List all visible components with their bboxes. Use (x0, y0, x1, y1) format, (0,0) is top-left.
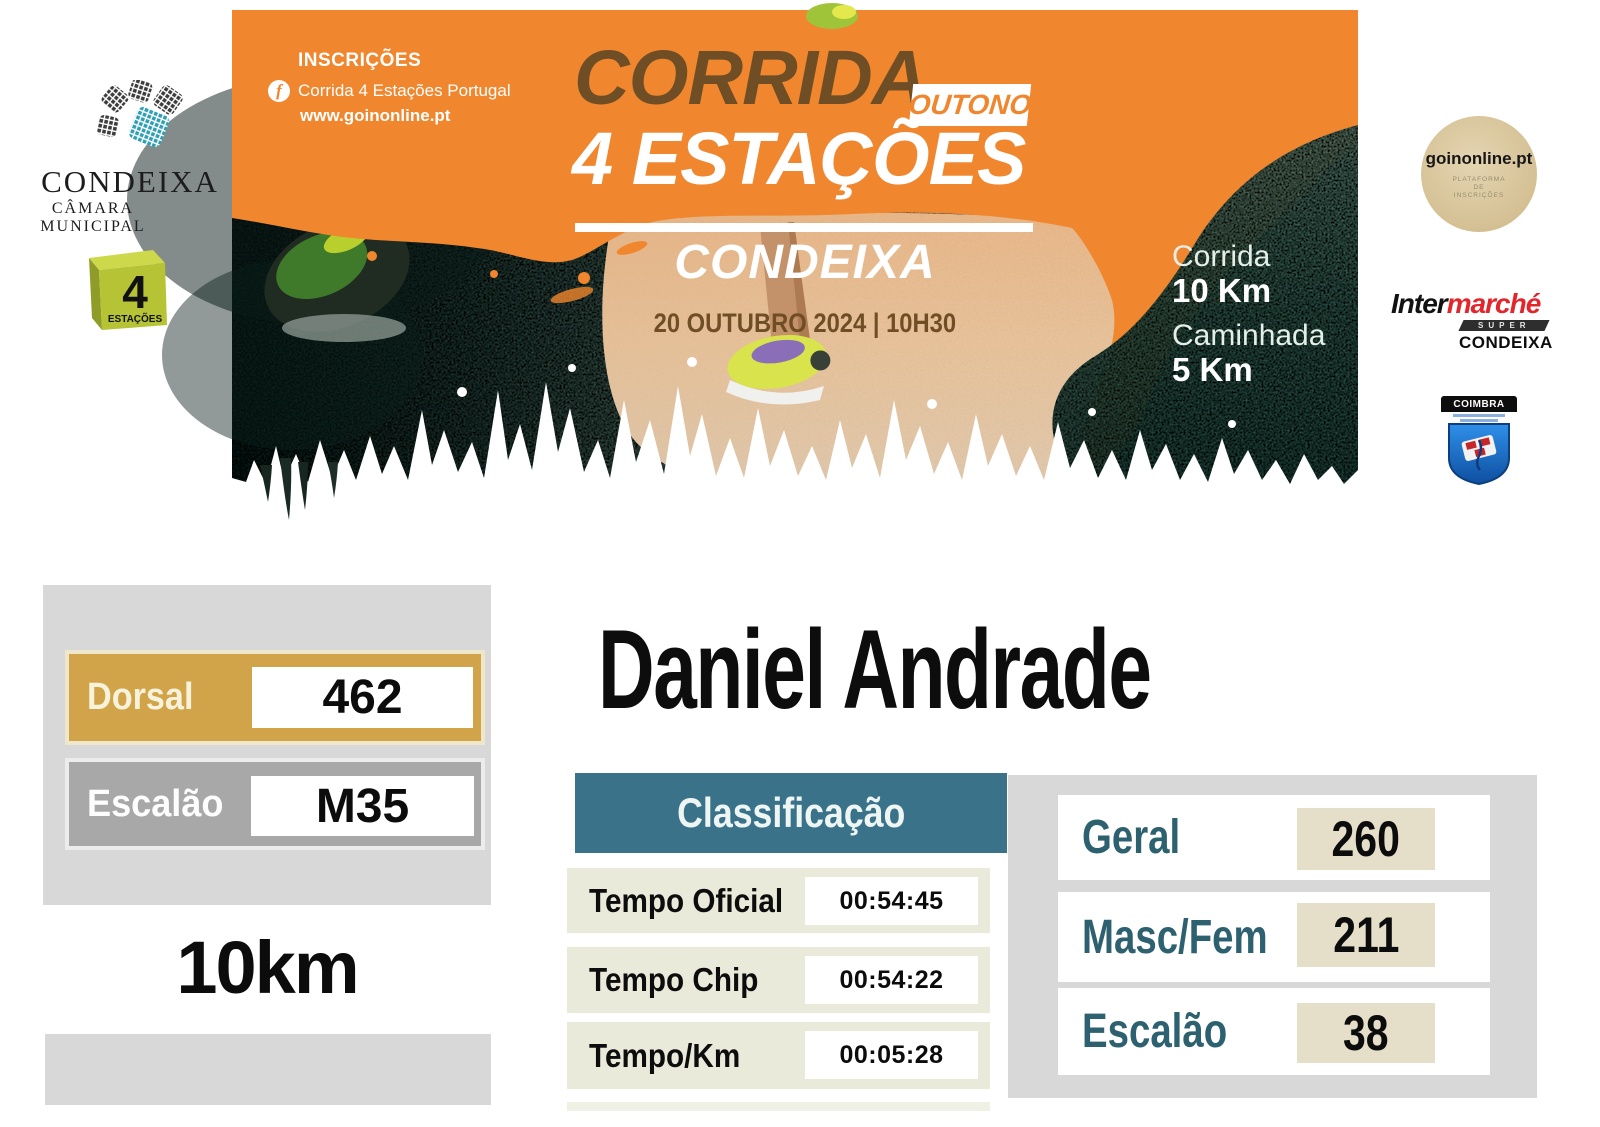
runner-shoe-top-art (806, 3, 858, 29)
condeixa-flower-icon (97, 80, 183, 148)
walk-label: Caminhada (1172, 319, 1326, 352)
facebook-icon: f (268, 80, 290, 102)
official-time-label: Tempo Oficial (589, 881, 784, 919)
chip-time-value-box: 00:54:22 (805, 956, 978, 1004)
gender-rank-value: 211 (1332, 907, 1400, 963)
goinonline-subtitle: PLATAFORMA DE INSCRIÇÕES (1452, 175, 1506, 199)
overall-rank-value: 260 (1331, 811, 1401, 867)
walk-distance: 5 Km (1172, 351, 1253, 388)
cube-number: 4 (122, 266, 148, 318)
classification-row-partial (567, 1102, 990, 1111)
category-rank-value-box: 38 (1297, 1003, 1435, 1063)
website-url: www.goinonline.pt (300, 106, 451, 125)
distances-block: Corrida 10 Km Caminhada 5 Km (1172, 240, 1325, 388)
category-value: M35 (315, 779, 410, 833)
banner-title-estacoes: 4 ESTAÇÕES (572, 117, 1026, 200)
chip-time-value: 00:54:22 (839, 965, 944, 994)
official-time-value: 00:54:45 (839, 886, 944, 915)
classification-title: Classificação (676, 789, 906, 836)
race-distance-label: 10km (176, 926, 359, 1009)
runner-leg-art (726, 222, 831, 405)
condeixa-municipality-name: CONDEIXA (41, 164, 219, 199)
coimbra-badge-title: COIMBRA (1441, 396, 1517, 412)
classification-row-pace: Tempo/Km 00:05:28 (567, 1022, 990, 1089)
intermarche-part2: marché (1446, 288, 1542, 319)
four-seasons-cube-icon: 4 ESTAÇÕES (89, 250, 167, 330)
goinonline-logo: goinonline.pt PLATAFORMA DE INSCRIÇÕES (1421, 116, 1537, 232)
cube-label: ESTAÇÕES (108, 312, 163, 325)
bib-row: Dorsal 462 (65, 650, 485, 745)
pace-label: Tempo/Km (589, 1036, 741, 1074)
decorative-grey-bar (45, 1034, 491, 1105)
classification-header: Classificação (575, 773, 1007, 853)
bib-category-panel: Dorsal 462 Escalão M35 (43, 585, 491, 905)
bib-value-box: 462 (252, 667, 473, 728)
intermarche-tier-strip: SUPER (1458, 320, 1550, 331)
category-rank-value: 38 (1343, 1005, 1389, 1061)
inscriptions-block: INSCRIÇÕES f Corrida 4 Estações Portugal… (268, 50, 511, 126)
overall-rank-label: Geral (1082, 811, 1181, 864)
event-banner: INSCRIÇÕES f Corrida 4 Estações Portugal… (127, 3, 1358, 520)
pace-value: 00:05:28 (839, 1040, 944, 1069)
overall-rank-value-box: 260 (1297, 808, 1435, 870)
banner-title-corrida: CORRIDA (574, 35, 927, 121)
category-rank-label: Escalão (1082, 1005, 1228, 1058)
intermarche-location: CONDEIXA (1459, 333, 1553, 352)
bib-value: 462 (322, 671, 403, 724)
rank-row-overall: Geral 260 (1058, 795, 1490, 880)
coimbra-shield-icon (1448, 414, 1510, 486)
banner-artwork (127, 3, 1358, 520)
official-time-value-box: 00:54:45 (805, 877, 978, 925)
title-underline (575, 223, 1033, 232)
classification-row-official-time: Tempo Oficial 00:54:45 (567, 868, 990, 933)
condeixa-municipality-subtitle: CÂMARA MUNICIPAL (40, 200, 146, 235)
category-value-box: M35 (251, 776, 474, 836)
category-row: Escalão M35 (65, 758, 485, 850)
facebook-page-name: Corrida 4 Estações Portugal (298, 81, 511, 100)
rank-row-category: Escalão 38 (1058, 988, 1490, 1075)
intermarche-logo: Inter marché SUPER CONDEIXA (1391, 288, 1557, 353)
gender-rank-value-box: 211 (1297, 903, 1435, 967)
chip-time-label: Tempo Chip (589, 961, 759, 998)
event-datetime: 20 OUTUBRO 2024 | 10H30 (653, 308, 957, 338)
rank-row-gender: Masc/Fem 211 (1058, 892, 1490, 982)
coimbra-badge: COIMBRA (1441, 396, 1517, 491)
athlete-name: Daniel Andrade (598, 607, 1152, 732)
rankings-panel: Geral 260 Masc/Fem 211 Escalão 38 (1008, 775, 1537, 1098)
intermarche-part1: Inter (1391, 288, 1448, 319)
bib-label: Dorsal (87, 676, 194, 718)
goinonline-name: goinonline.pt (1425, 148, 1533, 168)
classification-row-chip-time: Tempo Chip 00:54:22 (567, 947, 990, 1013)
race-label: Corrida (1172, 240, 1271, 273)
gender-rank-label: Masc/Fem (1082, 910, 1268, 964)
banner-title-location: CONDEIXA (674, 236, 936, 289)
race-distance: 10 Km (1172, 272, 1272, 309)
category-label: Escalão (87, 782, 224, 825)
inscricoes-title: INSCRIÇÕES (298, 50, 422, 71)
pace-value-box: 00:05:28 (805, 1031, 978, 1079)
